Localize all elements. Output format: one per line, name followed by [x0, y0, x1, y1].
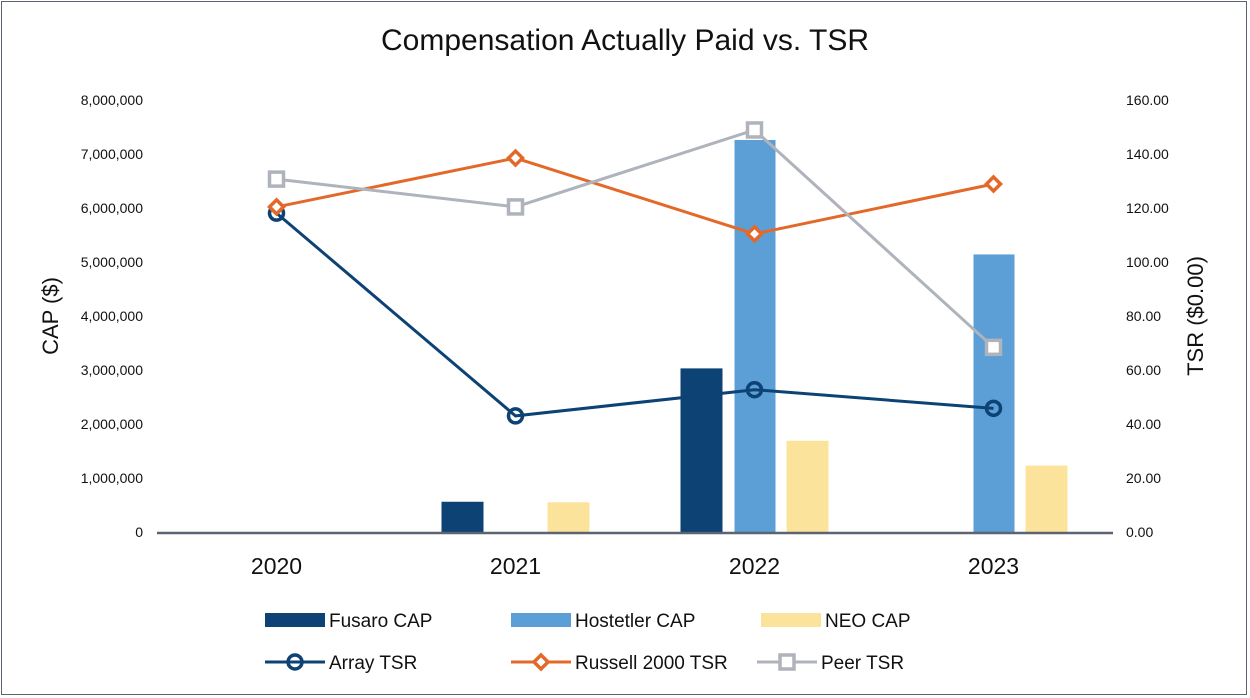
bar-neo-cap-2023 — [1025, 465, 1068, 532]
point-array-tsr-2023 — [984, 399, 1003, 418]
x-tick-label: 2022 — [729, 553, 780, 579]
x-tick-label: 2023 — [968, 553, 1019, 579]
legend-marker — [531, 652, 551, 672]
y-tick-label: 5,000,000 — [81, 254, 143, 270]
legend-marker — [286, 653, 304, 671]
point-peer-tsr-2022 — [745, 121, 764, 139]
y2-axis-ticks: 0.00 20.00 40.00 60.00 80.00 100.00 120.00 140.… — [1126, 92, 1169, 540]
y-tick-label: 8,000,000 — [81, 92, 143, 108]
legend-label: Russell 2000 TSR — [575, 653, 728, 674]
legend-item-neo-cap: NEO CAP — [761, 611, 911, 632]
y-axis-title: CAP ($) — [38, 277, 63, 355]
legend-item-peer-tsr: Peer TSR — [757, 653, 904, 674]
y2-axis-title: TSR ($0.00) — [1183, 256, 1208, 376]
legend-swatch — [265, 613, 325, 627]
legend: Fusaro CAP Hostetler CAP NEO CAP Array TSR R… — [265, 611, 911, 674]
y2-tick-label: 40.00 — [1126, 416, 1161, 432]
bar-hostetler-cap-2023 — [973, 254, 1015, 532]
legend-marker — [778, 653, 796, 671]
x-tick-label: 2020 — [251, 553, 302, 579]
bar-fusaro-cap-2021 — [441, 501, 484, 532]
line-peer-tsr — [276, 128, 995, 349]
point-russell-2000-tsr-2020 — [267, 197, 286, 217]
legend-swatch — [511, 613, 571, 627]
legend-item-hostetler-cap: Hostetler CAP — [511, 611, 695, 632]
legend-label: NEO CAP — [825, 611, 911, 632]
lines-layer — [267, 121, 1003, 425]
y-tick-label: 1,000,000 — [81, 470, 143, 486]
y2-tick-label: 20.00 — [1126, 470, 1161, 486]
y2-tick-label: 60.00 — [1126, 362, 1161, 378]
y2-tick-label: 160.00 — [1126, 92, 1169, 108]
y-tick-label: 2,000,000 — [81, 416, 143, 432]
legend-item-fusaro-cap: Fusaro CAP — [265, 611, 432, 632]
y-tick-label: 7,000,000 — [81, 146, 143, 162]
legend-label: Hostetler CAP — [575, 611, 695, 632]
bar-neo-cap-2022 — [786, 440, 829, 532]
y-tick-label: 0 — [135, 524, 143, 540]
bar-hostetler-cap-2022 — [734, 139, 776, 532]
point-peer-tsr-2020 — [267, 170, 286, 188]
y-axis-ticks: 0 1,000,000 2,000,000 3,000,000 4,000,000 5,0… — [81, 92, 144, 540]
y-tick-label: 6,000,000 — [81, 200, 143, 216]
legend-label: Fusaro CAP — [329, 611, 432, 632]
legend-label: Peer TSR — [821, 653, 904, 674]
y2-tick-label: 140.00 — [1126, 146, 1169, 162]
legend-item-russell-2000-tsr: Russell 2000 TSR — [511, 652, 728, 674]
y2-tick-label: 100.00 — [1126, 254, 1169, 270]
y2-tick-label: 0.00 — [1126, 524, 1153, 540]
legend-label: Array TSR — [329, 653, 417, 674]
bar-neo-cap-2021 — [547, 502, 590, 532]
x-tick-label: 2021 — [490, 553, 541, 579]
line-array-tsr — [275, 211, 994, 418]
point-russell-2000-tsr-2023 — [984, 174, 1003, 194]
line-russell-2000-tsr — [276, 156, 994, 236]
point-array-tsr-2021 — [506, 407, 525, 425]
y2-tick-label: 120.00 — [1126, 200, 1169, 216]
point-peer-tsr-2021 — [506, 198, 525, 216]
legend-item-array-tsr: Array TSR — [265, 653, 417, 674]
legend-swatch — [761, 613, 821, 627]
bars-layer — [441, 139, 1068, 532]
y-tick-label: 3,000,000 — [81, 362, 143, 378]
x-axis-ticks: 2020 2021 2022 2023 — [251, 553, 1019, 579]
chart-title: Compensation Actually Paid vs. TSR — [380, 24, 869, 57]
point-russell-2000-tsr-2022 — [745, 224, 764, 244]
y2-tick-label: 80.00 — [1126, 308, 1161, 324]
point-russell-2000-tsr-2021 — [506, 148, 525, 168]
point-peer-tsr-2023 — [984, 338, 1003, 357]
point-array-tsr-2022 — [745, 380, 764, 399]
y-tick-label: 4,000,000 — [81, 308, 143, 324]
